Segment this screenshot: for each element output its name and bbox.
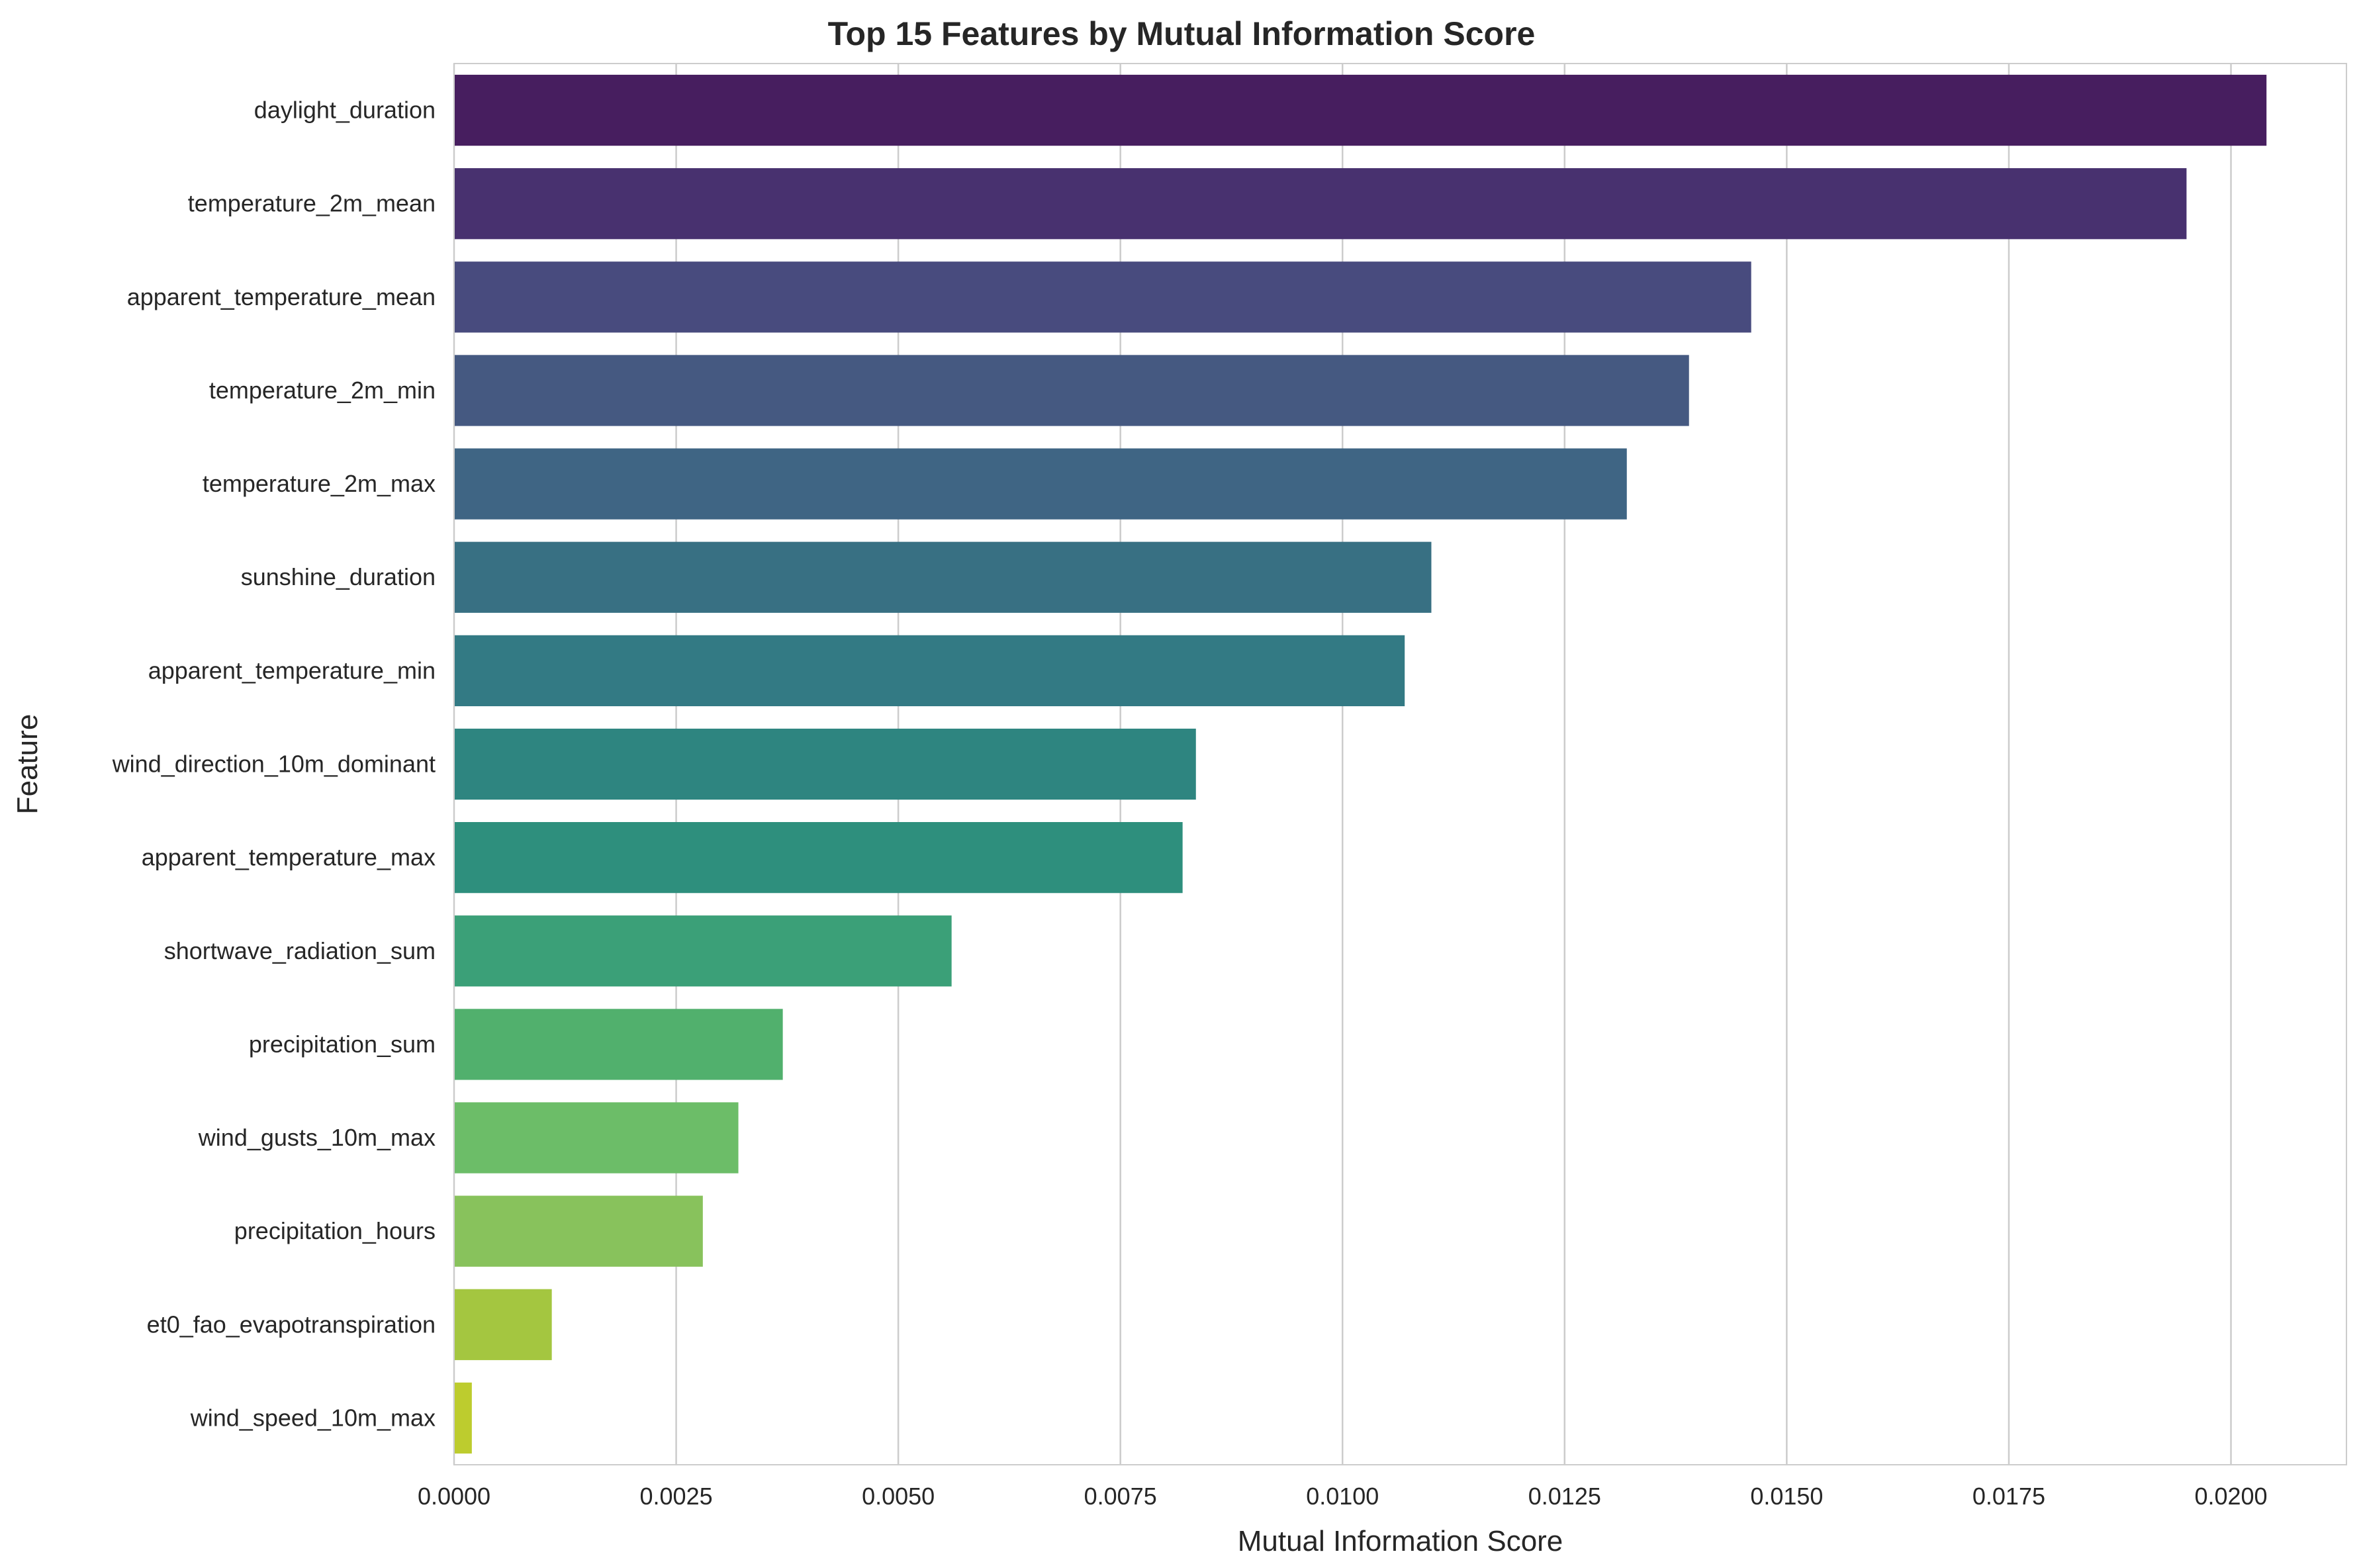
x-tick-label: 0.0200 [2194, 1483, 2267, 1510]
y-tick-label: daylight_duration [254, 97, 436, 124]
y-tick-label: et0_fao_evapotranspiration [147, 1311, 436, 1338]
y-tick-label: shortwave_radiation_sum [164, 937, 436, 964]
y-tick-label: precipitation_hours [234, 1217, 436, 1244]
bars [454, 74, 2267, 1454]
bar-apparent-temperature-max [454, 822, 1183, 894]
y-tick-label: apparent_temperature_min [148, 657, 436, 684]
x-tick-label: 0.0150 [1750, 1483, 1823, 1510]
bar-temperature-2m-mean [454, 168, 2187, 240]
x-tick-label: 0.0100 [1306, 1483, 1379, 1510]
y-tick-label: precipitation_sum [249, 1031, 436, 1058]
y-tick-label: temperature_2m_min [209, 377, 436, 404]
y-tick-label: temperature_2m_mean [188, 190, 436, 217]
bar-apparent-temperature-min [454, 635, 1405, 706]
bar-shortwave-radiation-sum [454, 915, 952, 987]
y-tick-label: wind_direction_10m_dominant [112, 751, 436, 778]
bar-et0-fao-evapotranspiration [454, 1289, 552, 1360]
y-tick-label: sunshine_duration [241, 563, 436, 590]
bar-daylight-duration [454, 74, 2267, 146]
y-tick-label: apparent_temperature_max [142, 844, 436, 871]
y-tick-label: temperature_2m_max [203, 470, 436, 497]
y-tick-label: apparent_temperature_mean [127, 283, 436, 310]
bar-temperature-2m-max [454, 448, 1627, 520]
y-tick-label: wind_speed_10m_max [190, 1404, 436, 1431]
y-axis-label: Feature [11, 714, 44, 815]
bar-apparent-temperature-mean [454, 261, 1751, 333]
bar-sunshine-duration [454, 541, 1432, 613]
x-tick-label: 0.0125 [1528, 1483, 1601, 1510]
bar-temperature-2m-min [454, 355, 1689, 426]
chart-title: Top 15 Features by Mutual Information Sc… [828, 15, 1536, 52]
y-tick-label: wind_gusts_10m_max [198, 1124, 436, 1151]
bar-wind-direction-10m-dominant [454, 728, 1196, 800]
x-tick-label: 0.0175 [1972, 1483, 2045, 1510]
x-tick-label: 0.0075 [1084, 1483, 1157, 1510]
bar-precipitation-hours [454, 1195, 703, 1267]
x-axis-ticks: 0.0000 0.0025 0.0050 0.0075 0.0100 0.0125 0.01… [418, 1483, 2268, 1510]
plot-area-frame [453, 63, 2347, 1465]
bar-precipitation-sum [454, 1009, 783, 1080]
y-axis-ticks: daylight_duration temperature_2m_meanappa… [112, 97, 436, 1432]
x-tick-label: 0.0050 [862, 1483, 935, 1510]
x-tick-label: 0.0025 [640, 1483, 713, 1510]
bar-wind-gusts-10m-max [454, 1102, 739, 1174]
x-axis-label: Mutual Information Score [1238, 1525, 1563, 1557]
x-tick-label: 0.0000 [418, 1483, 490, 1510]
bar-wind-speed-10m-max [454, 1382, 472, 1454]
